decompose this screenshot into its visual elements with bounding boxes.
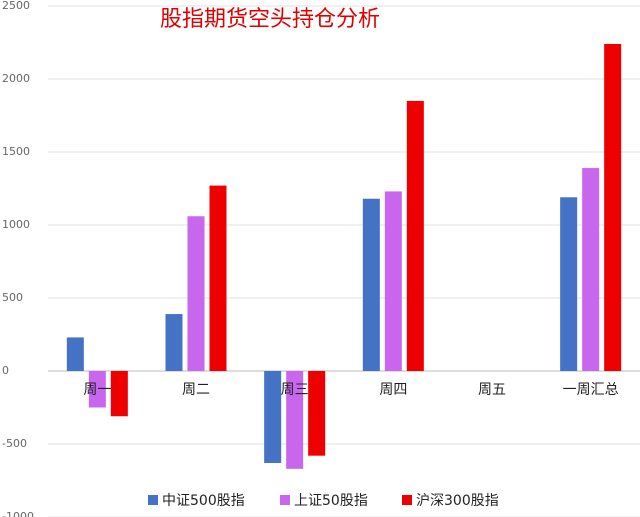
bar	[66, 337, 84, 371]
bar	[110, 371, 128, 417]
bar	[209, 185, 227, 371]
legend-swatch	[402, 495, 412, 505]
y-tick-label: 1500	[2, 145, 30, 158]
bar	[88, 371, 106, 408]
y-tick-label: 1000	[2, 218, 30, 231]
bar	[187, 216, 205, 371]
y-tick-label: 0	[2, 364, 9, 377]
bar	[165, 314, 183, 371]
bar	[286, 371, 304, 469]
x-tick-label: 周二	[182, 382, 210, 398]
bar	[308, 371, 326, 456]
x-tick-label: 周一	[83, 382, 111, 398]
y-tick-label: 500	[2, 291, 23, 304]
bar	[582, 168, 600, 371]
legend-swatch	[148, 495, 158, 505]
legend-label: 沪深300股指	[416, 493, 499, 509]
x-tick-label: 一周汇总	[563, 382, 619, 398]
y-tick-label: -1000	[2, 510, 34, 517]
x-tick-label: 周三	[281, 382, 309, 398]
x-tick-label: 周五	[478, 382, 506, 398]
bar	[362, 198, 380, 371]
bar	[384, 191, 402, 371]
bar	[406, 100, 424, 372]
y-tick-label: 2000	[2, 72, 30, 85]
bar	[560, 197, 578, 371]
legend-label: 中证500股指	[162, 493, 245, 509]
y-tick-label: 2500	[2, 0, 30, 12]
bar	[264, 371, 282, 463]
bar	[604, 43, 622, 372]
y-tick-label: -500	[2, 437, 27, 450]
legend-swatch	[280, 495, 290, 505]
chart-title: 股指期货空头持仓分析	[160, 7, 380, 32]
x-tick-label: 周四	[379, 382, 407, 398]
legend-label: 上证50股指	[294, 493, 368, 509]
